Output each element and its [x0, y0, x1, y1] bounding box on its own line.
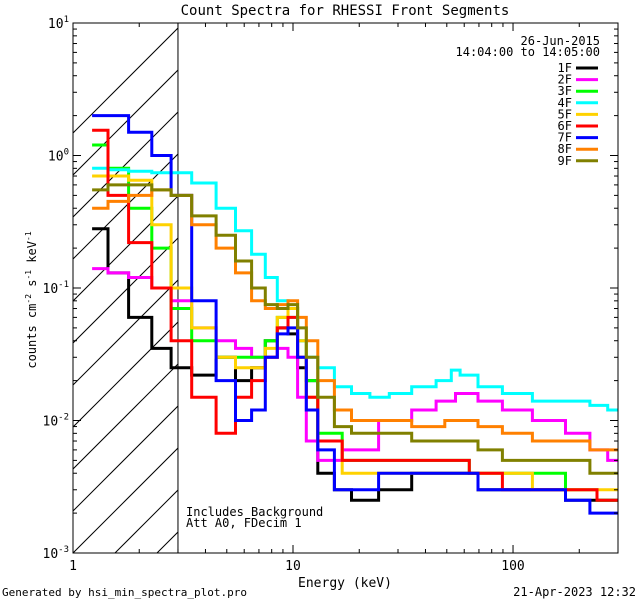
y-tick-label: 10-3: [43, 545, 70, 562]
legend-entry-7F: 7F: [558, 131, 598, 145]
series-line-9F: [92, 183, 618, 475]
legend-entry-2F: 2F: [558, 73, 598, 87]
hatch-line: [73, 405, 178, 512]
legend-label: 3F: [558, 84, 572, 98]
legend-label: 2F: [558, 73, 572, 87]
legend-label: 6F: [558, 119, 572, 133]
x-axis-label: Energy (keV): [298, 576, 392, 591]
y-tick-label: 10-1: [43, 280, 70, 297]
axes: 1 10 100 10-3 10-2 10-1 100 101: [43, 15, 619, 574]
legend-entry-3F: 3F: [558, 84, 598, 98]
legend-label: 1F: [558, 61, 572, 75]
legend-label: 7F: [558, 131, 572, 145]
footer-timestamp: 21-Apr-2023 12:32: [513, 585, 636, 599]
legend-label: 4F: [558, 96, 572, 110]
y-tick-label: 10-2: [43, 413, 70, 430]
hatch-line: [73, 111, 178, 218]
hatch-line: [73, 447, 178, 553]
legend-label: 5F: [558, 107, 572, 121]
y-tick-label: 100: [48, 148, 69, 165]
time-range-label: 14:04:00 to 14:05:00: [456, 45, 601, 59]
legend-entry-8F: 8F: [558, 142, 598, 156]
hatch-line: [73, 69, 178, 176]
legend-entry-5F: 5F: [558, 107, 598, 121]
hatch-line: [73, 27, 178, 134]
legend-entry-4F: 4F: [558, 96, 598, 110]
x-tick-label: 1: [69, 559, 77, 574]
legend-entry-6F: 6F: [558, 119, 598, 133]
annotation-background: Includes Background: [186, 505, 323, 519]
y-axis-label: counts cm-2 s-1 keV-1: [24, 231, 39, 368]
date-label: 26-Jun-2015: [521, 34, 600, 48]
hatch-line: [619, 23, 640, 553]
chart-title: Count Spectra for RHESSI Front Segments: [181, 3, 510, 19]
y-tick-label: 101: [48, 15, 69, 32]
hatch-line: [73, 195, 178, 302]
annotation-attenuator: Att A0, FDecim 1: [186, 516, 302, 530]
legend-label: 9F: [558, 154, 572, 168]
hatch-line: [73, 363, 178, 470]
series-line-4F: [92, 166, 618, 412]
x-tick-label: 100: [501, 559, 524, 574]
svg-text:counts cm-2 s-1 keV-1: counts cm-2 s-1 keV-1: [24, 231, 39, 368]
x-tick-label: 10: [285, 559, 301, 574]
legend-entry-9F: 9F: [558, 154, 598, 168]
series-line-2F: [92, 267, 618, 462]
legend-label: 8F: [558, 142, 572, 156]
footer-generator: Generated by hsi_min_spectra_plot.pro: [2, 586, 247, 599]
legend-entry-1F: 1F: [558, 61, 598, 75]
spectra-series-group: [92, 114, 618, 515]
